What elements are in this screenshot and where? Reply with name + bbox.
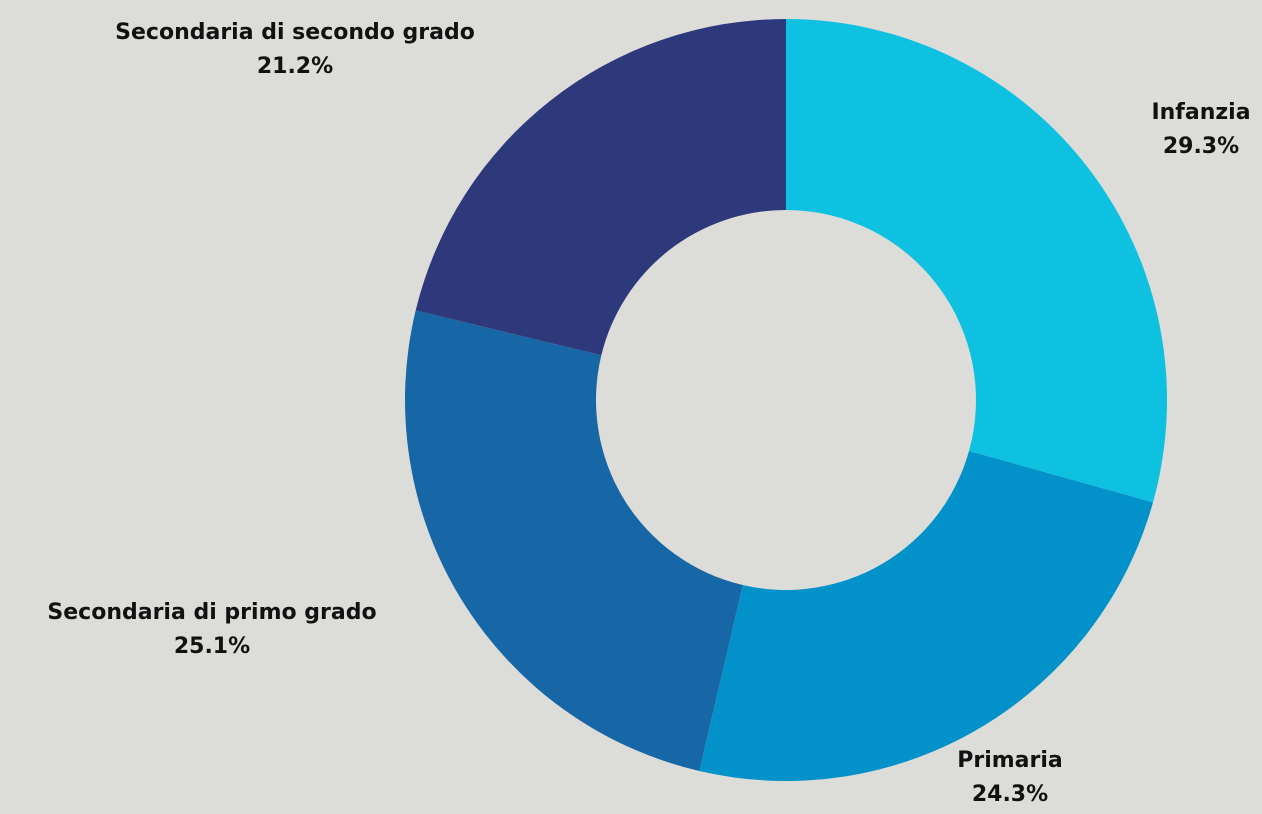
donut-slice-secondaria-di-primo-grado [405,310,743,772]
slice-label-secondaria-primo-grado: Secondaria di primo grado 25.1% [4,596,420,664]
donut-slice-primaria [699,451,1153,781]
slice-name: Secondaria di secondo grado [115,20,475,45]
slice-name: Primaria [957,748,1063,773]
donut-slice-infanzia [786,19,1167,503]
slice-percent: 24.3% [971,782,1049,807]
slice-label-primaria: Primaria 24.3% [930,744,1090,812]
donut-slice-secondaria-di-secondo-grado [415,19,786,356]
slice-label-infanzia: Infanzia 29.3% [1140,96,1262,164]
slice-percent: 25.1% [173,634,251,659]
slice-label-secondaria-secondo-grado: Secondaria di secondo grado 21.2% [62,16,528,84]
slice-name: Secondaria di primo grado [47,600,377,625]
slice-name: Infanzia [1151,100,1251,125]
slice-percent: 29.3% [1162,134,1240,159]
slice-percent: 21.2% [256,54,334,79]
